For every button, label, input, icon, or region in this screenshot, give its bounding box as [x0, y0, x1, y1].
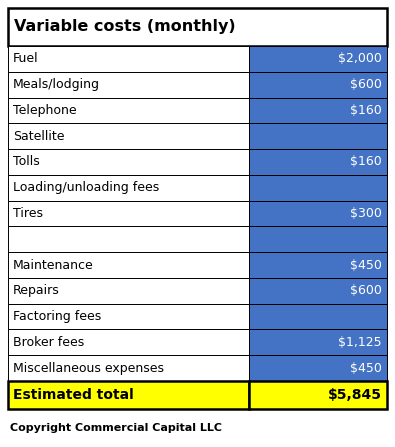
Text: Loading/unloading fees: Loading/unloading fees: [13, 181, 159, 194]
Text: $600: $600: [350, 78, 382, 91]
Bar: [8, 175, 249, 201]
Text: Meals/lodging: Meals/lodging: [13, 78, 100, 91]
Text: Repairs: Repairs: [13, 284, 60, 297]
Text: $5,845: $5,845: [328, 388, 382, 402]
Bar: [249, 381, 387, 409]
Bar: [249, 175, 387, 201]
Bar: [8, 72, 249, 97]
Text: $300: $300: [350, 207, 382, 220]
Text: $1,125: $1,125: [339, 336, 382, 349]
Text: Factoring fees: Factoring fees: [13, 310, 101, 323]
Text: Satellite: Satellite: [13, 130, 64, 143]
Text: $600: $600: [350, 284, 382, 297]
Text: Miscellaneous expenses: Miscellaneous expenses: [13, 362, 164, 375]
Bar: [8, 278, 249, 304]
Bar: [8, 123, 249, 149]
Text: Estimated total: Estimated total: [13, 388, 134, 402]
Text: Copyright Commercial Capital LLC: Copyright Commercial Capital LLC: [10, 423, 222, 433]
Bar: [249, 149, 387, 175]
Bar: [249, 252, 387, 278]
Bar: [8, 201, 249, 226]
Bar: [8, 381, 249, 409]
Bar: [249, 355, 387, 381]
Bar: [8, 226, 249, 252]
Bar: [249, 201, 387, 226]
Text: $2,000: $2,000: [338, 52, 382, 65]
Bar: [249, 123, 387, 149]
Bar: [8, 8, 387, 46]
Bar: [249, 329, 387, 355]
Bar: [8, 97, 249, 123]
Bar: [249, 72, 387, 97]
Bar: [8, 329, 249, 355]
Bar: [8, 46, 249, 72]
Bar: [249, 97, 387, 123]
Text: $450: $450: [350, 362, 382, 375]
Bar: [249, 304, 387, 329]
Text: Variable costs (monthly): Variable costs (monthly): [14, 20, 236, 34]
Text: Maintenance: Maintenance: [13, 258, 94, 271]
Bar: [249, 46, 387, 72]
Bar: [249, 226, 387, 252]
Text: Telephone: Telephone: [13, 104, 77, 117]
Text: Fuel: Fuel: [13, 52, 39, 65]
Bar: [249, 278, 387, 304]
Bar: [8, 252, 249, 278]
Text: Tolls: Tolls: [13, 156, 40, 169]
Text: $450: $450: [350, 258, 382, 271]
Text: Broker fees: Broker fees: [13, 336, 84, 349]
Text: Tires: Tires: [13, 207, 43, 220]
Text: $160: $160: [350, 156, 382, 169]
Text: $160: $160: [350, 104, 382, 117]
Bar: [8, 149, 249, 175]
Bar: [8, 304, 249, 329]
Bar: [8, 355, 249, 381]
